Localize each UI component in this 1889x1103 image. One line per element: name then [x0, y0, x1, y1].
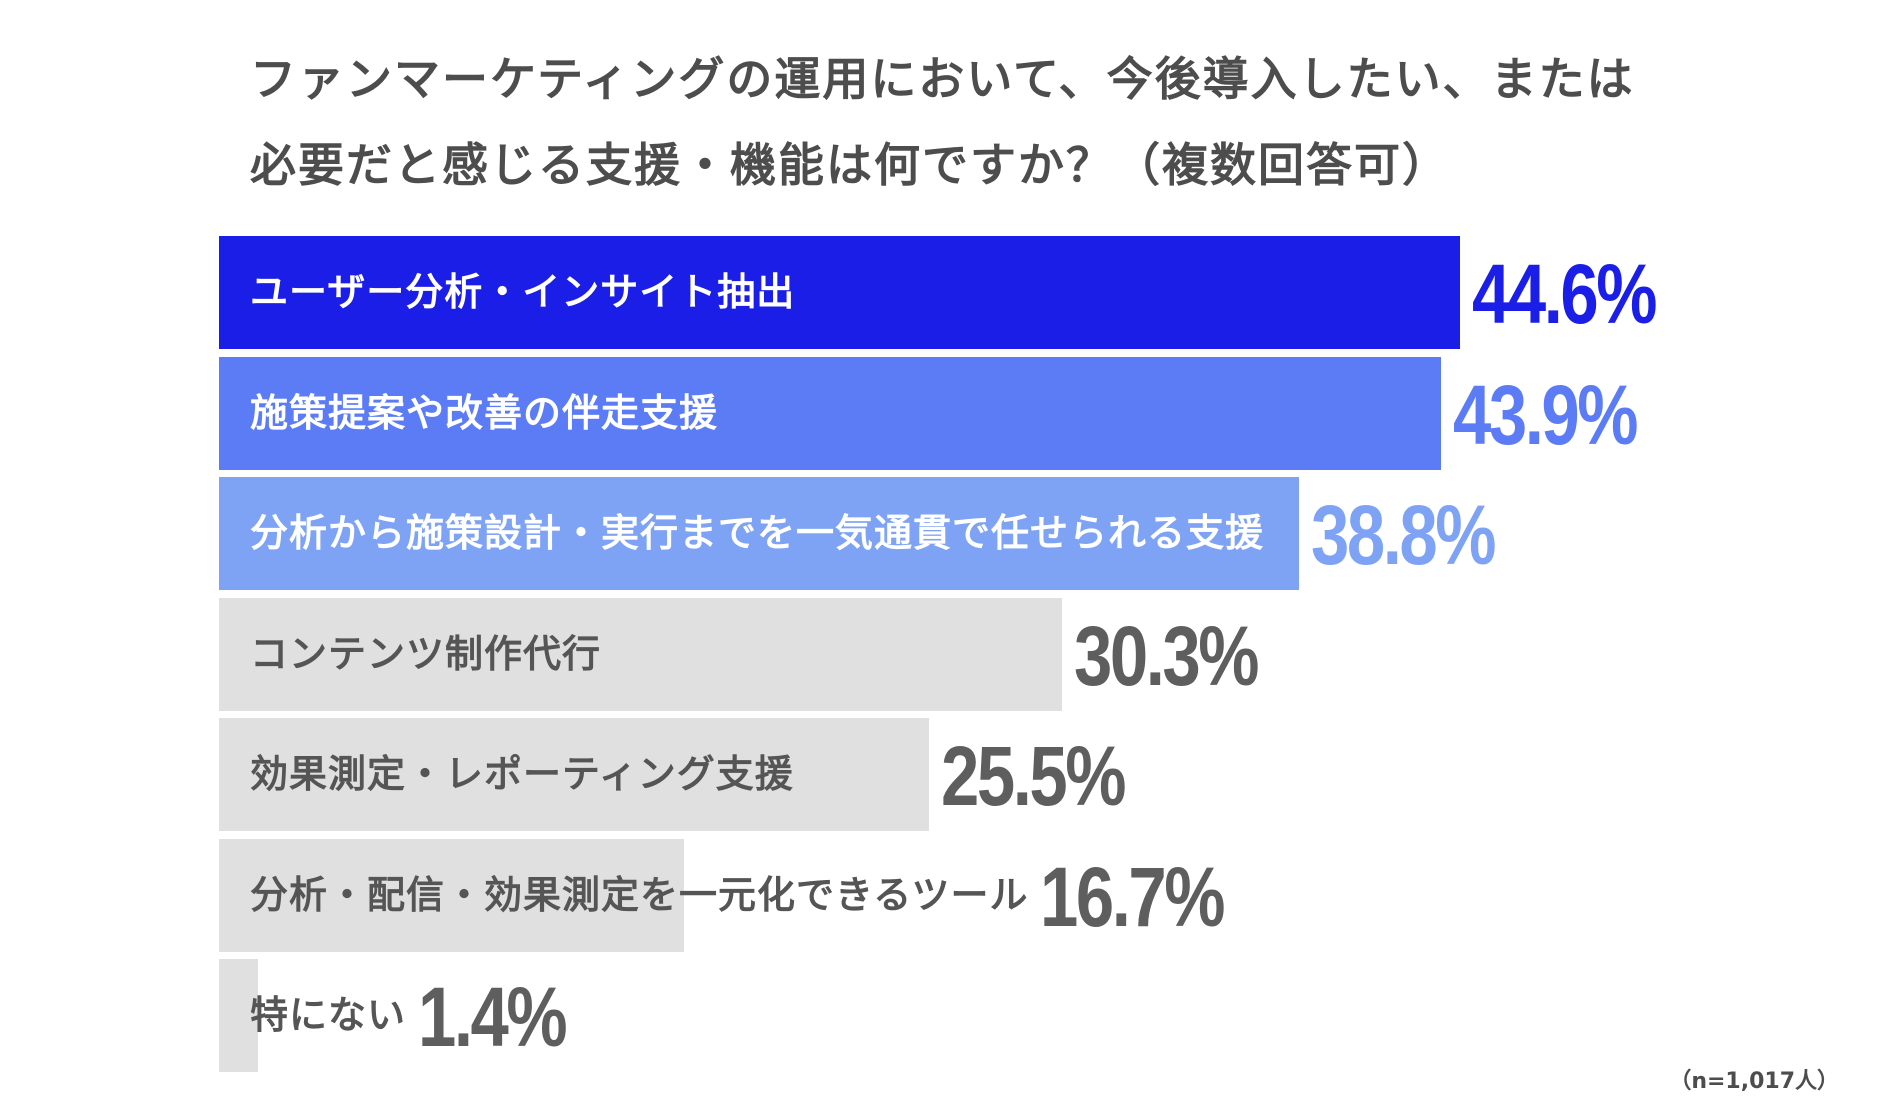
- sample-size-note: （n=1,017人）: [1669, 1069, 1839, 1094]
- bar-label-6: 分析・配信・効果測定を一元化できるツール: [250, 873, 1029, 917]
- bar-4: [219, 598, 1062, 711]
- bar-value-label-6: 16.7%: [1040, 850, 1225, 944]
- bar-value-label-4: 30.3%: [1074, 609, 1259, 703]
- bar-value-label-1: 44.6%: [1472, 247, 1657, 341]
- bar-label-5: 効果測定・レポーティング支援: [250, 752, 794, 796]
- bar-3: [219, 477, 1299, 590]
- bar-label-7: 特にない: [250, 993, 407, 1037]
- chart-title: ファンマーケティングの運用において、今後導入したい、または 必要だと感じる支援・…: [250, 36, 1750, 208]
- chart-title-line-2: 必要だと感じる支援・機能は何ですか？（複数回答可）: [250, 138, 1450, 192]
- bar-value-label-2: 43.9%: [1453, 368, 1638, 462]
- bar-value-label-3: 38.8%: [1311, 488, 1496, 582]
- bar-1: [219, 236, 1460, 349]
- chart-title-line-1: ファンマーケティングの運用において、今後導入したい、または: [250, 52, 1635, 106]
- bar-5: [219, 718, 929, 831]
- bar-7: [219, 959, 258, 1072]
- bar-6: [219, 839, 684, 952]
- bar-label-3: 分析から施策設計・実行までを一気通貫で任せられる支援: [250, 511, 1265, 555]
- bar-label-4: コンテンツ制作代行: [250, 632, 602, 676]
- bar-label-2: 施策提案や改善の伴走支援: [250, 391, 719, 435]
- bar-value-label-5: 25.5%: [941, 729, 1126, 823]
- bar-2: [219, 357, 1441, 470]
- bar-value-label-7: 1.4%: [418, 970, 568, 1064]
- bar-label-1: ユーザー分析・インサイト抽出: [250, 270, 796, 314]
